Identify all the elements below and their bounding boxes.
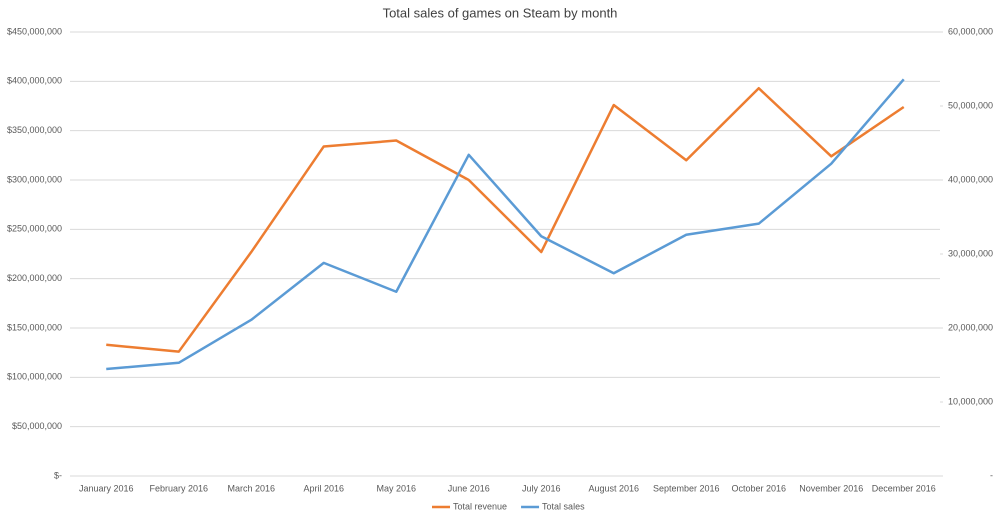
line-series <box>106 78 905 371</box>
y-tick-label: $450,000,000 <box>7 26 62 36</box>
y2-tick-label: 50,000,000 <box>948 100 993 110</box>
x-tick-label: February 2016 <box>149 483 208 493</box>
y-tick-label: $100,000,000 <box>7 372 62 382</box>
y2-tick-label: 10,000,000 <box>948 396 993 406</box>
y-tick-label: $50,000,000 <box>12 421 62 431</box>
x-tick-label: January 2016 <box>79 483 134 493</box>
x-tick-label: October 2016 <box>731 483 786 493</box>
legend-label: Total sales <box>542 501 585 511</box>
line-series <box>106 86 905 353</box>
x-tick-label: December 2016 <box>872 483 936 493</box>
chart-title: Total sales of games on Steam by month <box>383 5 618 20</box>
y2-tick-label: 60,000,000 <box>948 26 993 36</box>
y-tick-label: $200,000,000 <box>7 273 62 283</box>
x-tick-label: November 2016 <box>799 483 863 493</box>
y-tick-label: $400,000,000 <box>7 76 62 86</box>
x-tick-label: May 2016 <box>376 483 416 493</box>
y2-tick-label: 40,000,000 <box>948 174 993 184</box>
y-tick-label: $250,000,000 <box>7 224 62 234</box>
x-tick-label: March 2016 <box>227 483 275 493</box>
x-tick-label: August 2016 <box>588 483 639 493</box>
x-tick-label: June 2016 <box>448 483 490 493</box>
legend-label: Total revenue <box>453 501 507 511</box>
y2-tick-label: 20,000,000 <box>948 322 993 332</box>
y2-tick-label: - <box>990 470 993 480</box>
y-tick-label: $350,000,000 <box>7 125 62 135</box>
x-tick-label: September 2016 <box>653 483 720 493</box>
y-tick-label: $- <box>54 470 62 480</box>
x-tick-label: April 2016 <box>303 483 344 493</box>
y-tick-label: $150,000,000 <box>7 322 62 332</box>
x-tick-label: July 2016 <box>522 483 561 493</box>
y-tick-label: $300,000,000 <box>7 174 62 184</box>
y2-tick-label: 30,000,000 <box>948 248 993 258</box>
